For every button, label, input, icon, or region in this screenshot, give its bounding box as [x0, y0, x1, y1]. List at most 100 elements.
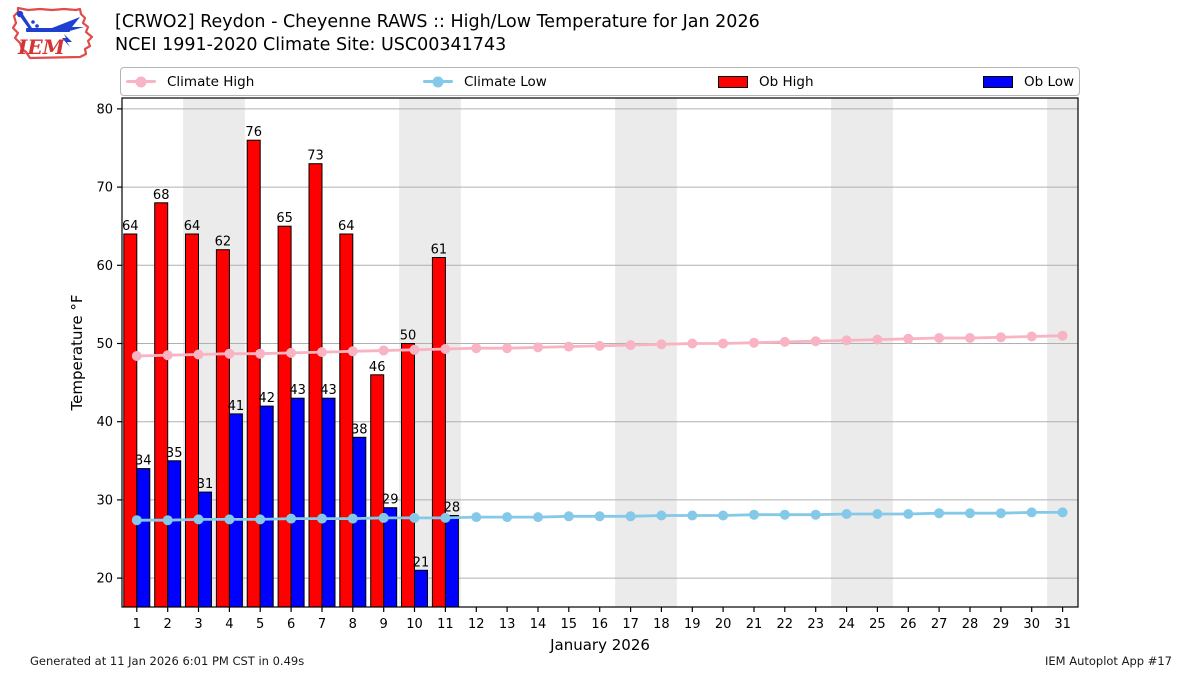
climate-low-marker-icon	[810, 509, 821, 520]
climate-high-marker-icon	[965, 333, 975, 343]
x-tick-label: 26	[900, 617, 917, 632]
bar-value-label: 28	[444, 501, 461, 516]
x-tick-label: 13	[499, 617, 516, 632]
ob-low-bar	[228, 413, 243, 608]
bar-value-label: 29	[382, 493, 399, 508]
climate-low-marker-icon	[471, 512, 482, 523]
bar-value-label: 41	[228, 399, 245, 414]
ob-high-bar	[246, 139, 261, 608]
x-tick-label: 20	[715, 617, 732, 632]
x-tick-label: 30	[1023, 617, 1040, 632]
x-tick-label: 4	[225, 617, 233, 632]
climate-low-marker-icon	[502, 512, 513, 523]
ob-low-legend-marker-icon	[983, 75, 1013, 88]
climate-high-marker-dot-icon	[135, 76, 147, 87]
bar-value-label: 62	[215, 235, 232, 250]
ob-high-bar	[431, 257, 446, 608]
climate-low-marker-icon	[563, 511, 574, 522]
legend-label: Climate Low	[464, 73, 547, 90]
bar-value-label: 64	[122, 219, 139, 234]
weekend-band	[646, 98, 677, 607]
climate-low-marker-icon	[995, 508, 1006, 519]
bar-value-label: 35	[166, 446, 183, 461]
climate-low-marker-icon	[440, 512, 451, 523]
x-tick-label: 6	[287, 617, 295, 632]
climate-low-marker-icon	[934, 508, 945, 519]
climate-high-marker-icon	[934, 333, 945, 343]
bar-value-label: 21	[413, 555, 430, 570]
climate-high-marker-icon	[131, 351, 142, 361]
climate-low-marker-dot-icon	[432, 76, 444, 87]
climate-high-marker-icon	[903, 333, 914, 344]
x-tick-label: 2	[164, 617, 172, 632]
climate-high-marker-icon	[841, 335, 852, 346]
x-tick-label: 7	[318, 617, 326, 632]
climate-high-marker-icon	[625, 340, 636, 351]
bar-value-label: 38	[351, 422, 368, 437]
x-tick-label: 31	[1054, 617, 1071, 632]
climate-high-marker-icon	[378, 345, 389, 356]
ob-low-bar	[383, 507, 398, 608]
x-tick-label: 15	[561, 617, 578, 632]
x-tick-label: 17	[622, 617, 639, 632]
weekend-band	[1047, 98, 1078, 607]
climate-high-marker-icon	[810, 336, 821, 347]
title-block: [CRWO2] Reydon - Cheyenne RAWS :: High/L…	[115, 11, 760, 56]
climate-low-marker-icon	[872, 509, 883, 519]
x-tick-label: 28	[962, 617, 979, 632]
weekend-band	[615, 98, 646, 607]
legend-label: Climate High	[167, 73, 255, 90]
y-tick-label: 40	[96, 415, 113, 430]
x-tick-label: 12	[468, 617, 485, 632]
x-tick-label: 5	[256, 617, 264, 632]
climate-high-marker-icon	[749, 337, 759, 348]
climate-high-marker-icon	[872, 334, 883, 345]
page-subtitle: NCEI 1991-2020 Climate Site: USC00341743	[115, 34, 507, 55]
climate-low-marker-icon	[533, 512, 543, 523]
bar-value-label: 46	[369, 360, 386, 375]
ob-low-bar	[167, 460, 182, 608]
x-tick-label: 8	[349, 617, 357, 632]
ob-low-bar	[259, 405, 274, 608]
climate-high-marker-icon	[193, 349, 204, 360]
ob-low-bar	[414, 569, 428, 608]
legend-label: Ob Low	[1024, 73, 1075, 90]
x-tick-label: 14	[530, 617, 547, 632]
climate-low-marker-icon	[1057, 507, 1068, 518]
bar-value-label: 43	[289, 383, 306, 398]
bar-value-label: 31	[197, 477, 214, 492]
x-tick-label: 29	[993, 617, 1010, 632]
x-tick-label: 18	[653, 617, 670, 632]
x-tick-label: 11	[437, 617, 454, 632]
x-tick-label: 25	[869, 617, 886, 632]
legend-item-ob-low: Ob Low	[983, 68, 1074, 95]
legend-item-climate-high: Climate High	[126, 68, 254, 95]
climate-high-legend-marker-icon	[126, 76, 156, 87]
ob-high-bar	[154, 202, 169, 608]
climate-low-marker-icon	[903, 509, 914, 519]
y-tick-label: 20	[96, 572, 113, 587]
page-title: [CRWO2] Reydon - Cheyenne RAWS :: High/L…	[115, 12, 760, 32]
climate-low-marker-icon	[965, 508, 975, 519]
climate-low-marker-icon	[656, 510, 667, 521]
x-tick-label: 3	[194, 617, 202, 632]
y-tick-label: 70	[96, 181, 113, 196]
bar-value-label: 64	[338, 219, 355, 234]
x-tick-label: 21	[746, 617, 763, 632]
ob-low-bar	[290, 397, 305, 608]
climate-low-marker-icon	[347, 513, 358, 524]
legend-item-climate-low: Climate Low	[423, 68, 547, 95]
x-tick-label: 10	[406, 617, 423, 632]
app-credit-text: IEM Autoplot App #17	[1044, 654, 1172, 668]
climate-high-marker-icon	[162, 350, 173, 361]
climate-low-marker-icon	[718, 510, 729, 521]
climate-low-marker-icon	[779, 509, 790, 520]
y-tick-label: 30	[96, 493, 113, 508]
x-tick-label: 1	[133, 617, 141, 632]
y-tick-label: 80	[96, 102, 113, 117]
ob-high-bar	[370, 374, 385, 608]
ob-low-bar	[444, 515, 459, 608]
bar-value-label: 50	[400, 329, 417, 344]
